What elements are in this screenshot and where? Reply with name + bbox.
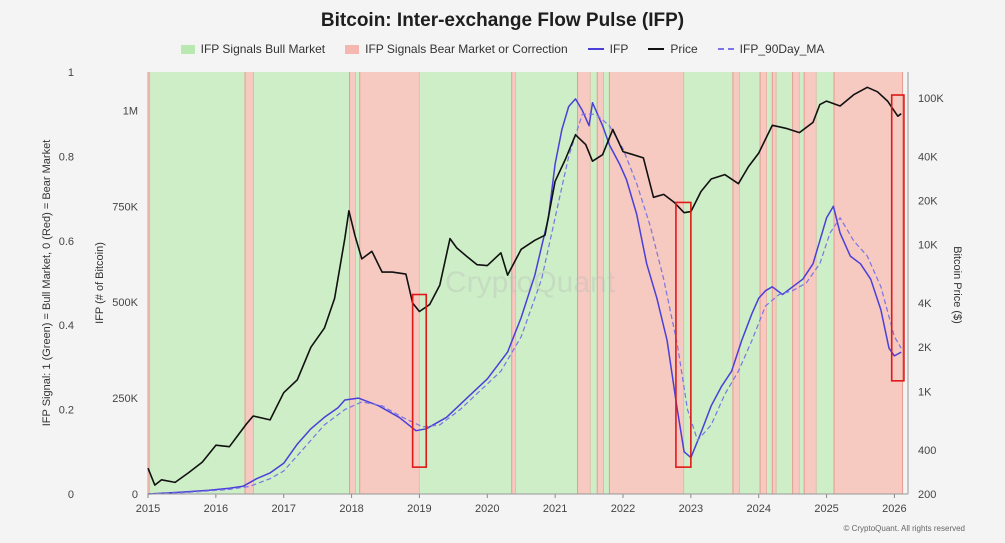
regime-band-bear-6 — [359, 72, 420, 494]
regime-band-bull-25 — [816, 72, 835, 494]
y-price-tick-label: 1K — [918, 386, 932, 398]
regime-band-bull-11 — [590, 72, 598, 494]
legend-label-price: Price — [670, 42, 698, 56]
copyright-notice: © CryptoQuant. All rights reserved — [843, 524, 966, 533]
x-tick-label: 2022 — [611, 503, 635, 515]
highlight-box-0 — [411, 293, 428, 468]
regime-band-bear-14 — [609, 72, 685, 494]
regime-band-bear-0 — [148, 72, 151, 494]
y-outer-axis-label: IFP Signal: 1 (Green) = Bull Market, 0 (… — [41, 140, 53, 427]
x-tick-label: 2015 — [136, 503, 160, 515]
y-ifp-tick-label: 1M — [123, 105, 138, 117]
y-outer-tick-label: 0.8 — [59, 151, 74, 163]
y-ifp-tick-label: 750K — [112, 201, 138, 213]
regime-band-bear-24 — [804, 72, 817, 494]
regime-band-bull-13 — [604, 72, 610, 494]
legend-item-bull[interactable]: IFP Signals Bull Market — [180, 42, 326, 56]
regime-band-bear-18 — [760, 72, 767, 494]
regime-band-bear-2 — [245, 72, 254, 494]
y-outer-tick-label: 0 — [68, 489, 74, 501]
y-price-tick-label: 100K — [918, 93, 944, 105]
x-tick-label: 2025 — [814, 503, 838, 515]
regime-band-bull-21 — [776, 72, 793, 494]
highlight-box-2 — [890, 94, 905, 382]
x-tick-label: 2024 — [746, 503, 770, 515]
y-outer-tick-label: 0.6 — [59, 236, 74, 248]
regime-band-bull-15 — [684, 72, 733, 494]
legend-swatch-ifp-ma — [717, 48, 734, 50]
axes: 0 0.2 0.4 0.6 0.8 1 0 250K 500K 750K 1M 200 400 1K 2K 4… — [59, 67, 945, 515]
legend-label-ifp-ma: IFP_90Day_MA — [739, 42, 825, 56]
legend-swatch-price — [648, 48, 665, 50]
regime-band-bull-1 — [150, 72, 246, 494]
x-tick-label: 2023 — [679, 503, 703, 515]
y-price-tick-label: 4K — [918, 298, 932, 310]
legend-label-bull: IFP Signals Bull Market — [200, 42, 326, 56]
y-price-axis-label: Bitcoin Price ($) — [951, 246, 963, 324]
regime-band-bear-8 — [511, 72, 516, 494]
y-price-tick-label: 40K — [918, 151, 938, 163]
highlight-box-1 — [675, 201, 692, 468]
regime-band-bear-16 — [732, 72, 740, 494]
regime-band-bear-10 — [577, 72, 591, 494]
series-line-ifp — [147, 98, 902, 495]
y-ifp-tick-label: 250K — [112, 393, 138, 405]
chart-legend: IFP Signals Bull Market IFP Signals Bear… — [0, 42, 1005, 56]
legend-swatch-ifp — [587, 48, 604, 50]
regime-band-bear-4 — [349, 72, 356, 494]
regime-band-bull-5 — [355, 72, 360, 494]
y-price-tick-label: 400 — [918, 445, 936, 457]
y-price-tick-label: 200 — [918, 489, 936, 501]
series-line-price — [147, 86, 902, 486]
x-tick-label: 2018 — [339, 503, 363, 515]
highlight-boxes — [411, 94, 905, 468]
legend-label-bear: IFP Signals Bear Market or Correction — [365, 42, 568, 56]
regime-band-bear-20 — [772, 72, 777, 494]
legend-item-bear[interactable]: IFP Signals Bear Market or Correction — [345, 42, 568, 56]
y-price-tick-label: 2K — [918, 342, 932, 354]
regime-band-bull-23 — [799, 72, 805, 494]
y-price-tick-label: 10K — [918, 240, 938, 252]
regime-band-bull-3 — [253, 72, 350, 494]
y-ifp-axis-label: IFP (# of Bitcoin) — [94, 242, 106, 324]
regime-band-bear-12 — [597, 72, 604, 494]
x-tick-label: 2026 — [882, 503, 906, 515]
y-outer-tick-label: 1 — [68, 67, 74, 79]
x-tick-label: 2021 — [543, 503, 567, 515]
legend-swatch-bull — [180, 44, 195, 54]
series-line-ifp-90day-ma — [147, 113, 902, 495]
x-tick-label: 2017 — [271, 503, 295, 515]
regime-band-bull-19 — [766, 72, 773, 494]
series-layer — [147, 86, 902, 495]
legend-item-price[interactable]: Price — [648, 42, 698, 56]
legend-item-ifp-ma[interactable]: IFP_90Day_MA — [717, 42, 825, 56]
x-tick-label: 2016 — [204, 503, 228, 515]
y-ifp-tick-label: 0 — [132, 489, 138, 501]
regime-band-bull-17 — [739, 72, 761, 494]
legend-swatch-bear — [345, 44, 360, 54]
regime-band-bull-9 — [515, 72, 578, 494]
regime-band-bear-22 — [792, 72, 800, 494]
x-tick-label: 2019 — [407, 503, 431, 515]
y-ifp-tick-label: 500K — [112, 297, 138, 309]
y-outer-tick-label: 0.4 — [59, 320, 74, 332]
y-outer-tick-label: 0.2 — [59, 405, 74, 417]
x-tick-label: 2020 — [475, 503, 499, 515]
watermark: CryptoQuant — [445, 266, 616, 299]
legend-item-ifp[interactable]: IFP — [587, 42, 629, 56]
regime-bands — [147, 72, 904, 494]
chart-title: Bitcoin: Inter-exchange Flow Pulse (IFP) — [320, 10, 685, 31]
legend-label-ifp: IFP — [609, 42, 629, 56]
y-price-tick-label: 20K — [918, 195, 938, 207]
